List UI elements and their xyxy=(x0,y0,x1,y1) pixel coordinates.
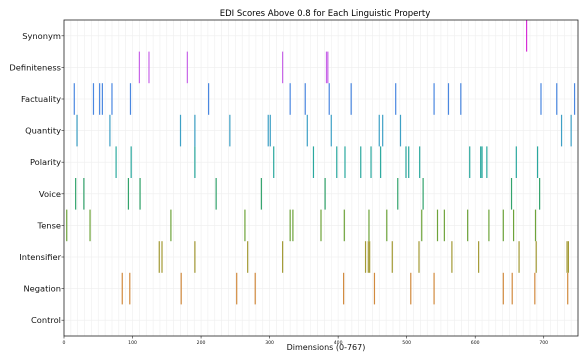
x-axis-label: Dimensions (0-767) xyxy=(287,343,366,352)
y-tick-label-quantity: Quantity xyxy=(25,126,61,136)
plot-frame xyxy=(63,19,579,337)
y-tick-label-intensifier: Intensifier xyxy=(19,252,61,262)
data-marks xyxy=(66,20,576,305)
x-tick-labels: 0 100 200 300 400 500 600 700 xyxy=(63,340,549,346)
x-tick-label: 0 xyxy=(63,340,66,346)
x-tick-label: 600 xyxy=(471,340,480,346)
y-tick-label-tense: Tense xyxy=(37,220,61,230)
x-tick-label: 300 xyxy=(265,340,274,346)
y-tick-label-factuality: Factuality xyxy=(21,94,61,104)
y-tick-label-negation: Negation xyxy=(23,284,61,294)
y-tick-label-control: Control xyxy=(31,315,61,325)
y-tick-label-polarity: Polarity xyxy=(30,157,61,167)
grid xyxy=(63,20,579,336)
y-tick-label-synonym: Synonym xyxy=(22,31,61,41)
tick-marks xyxy=(61,35,545,339)
x-tick-label: 200 xyxy=(197,340,206,346)
y-tick-labels: Synonym Definiteness Factuality Quantity Pol… xyxy=(9,31,61,325)
y-tick-label-voice: Voice xyxy=(39,189,61,199)
x-tick-label: 400 xyxy=(334,340,343,346)
x-tick-label: 100 xyxy=(128,340,137,346)
x-tick-label: 500 xyxy=(402,340,411,346)
y-tick-label-definiteness: Definiteness xyxy=(9,62,61,72)
chart-title: EDI Scores Above 0.8 for Each Linguistic… xyxy=(220,9,430,19)
x-tick-label: 700 xyxy=(539,340,548,346)
